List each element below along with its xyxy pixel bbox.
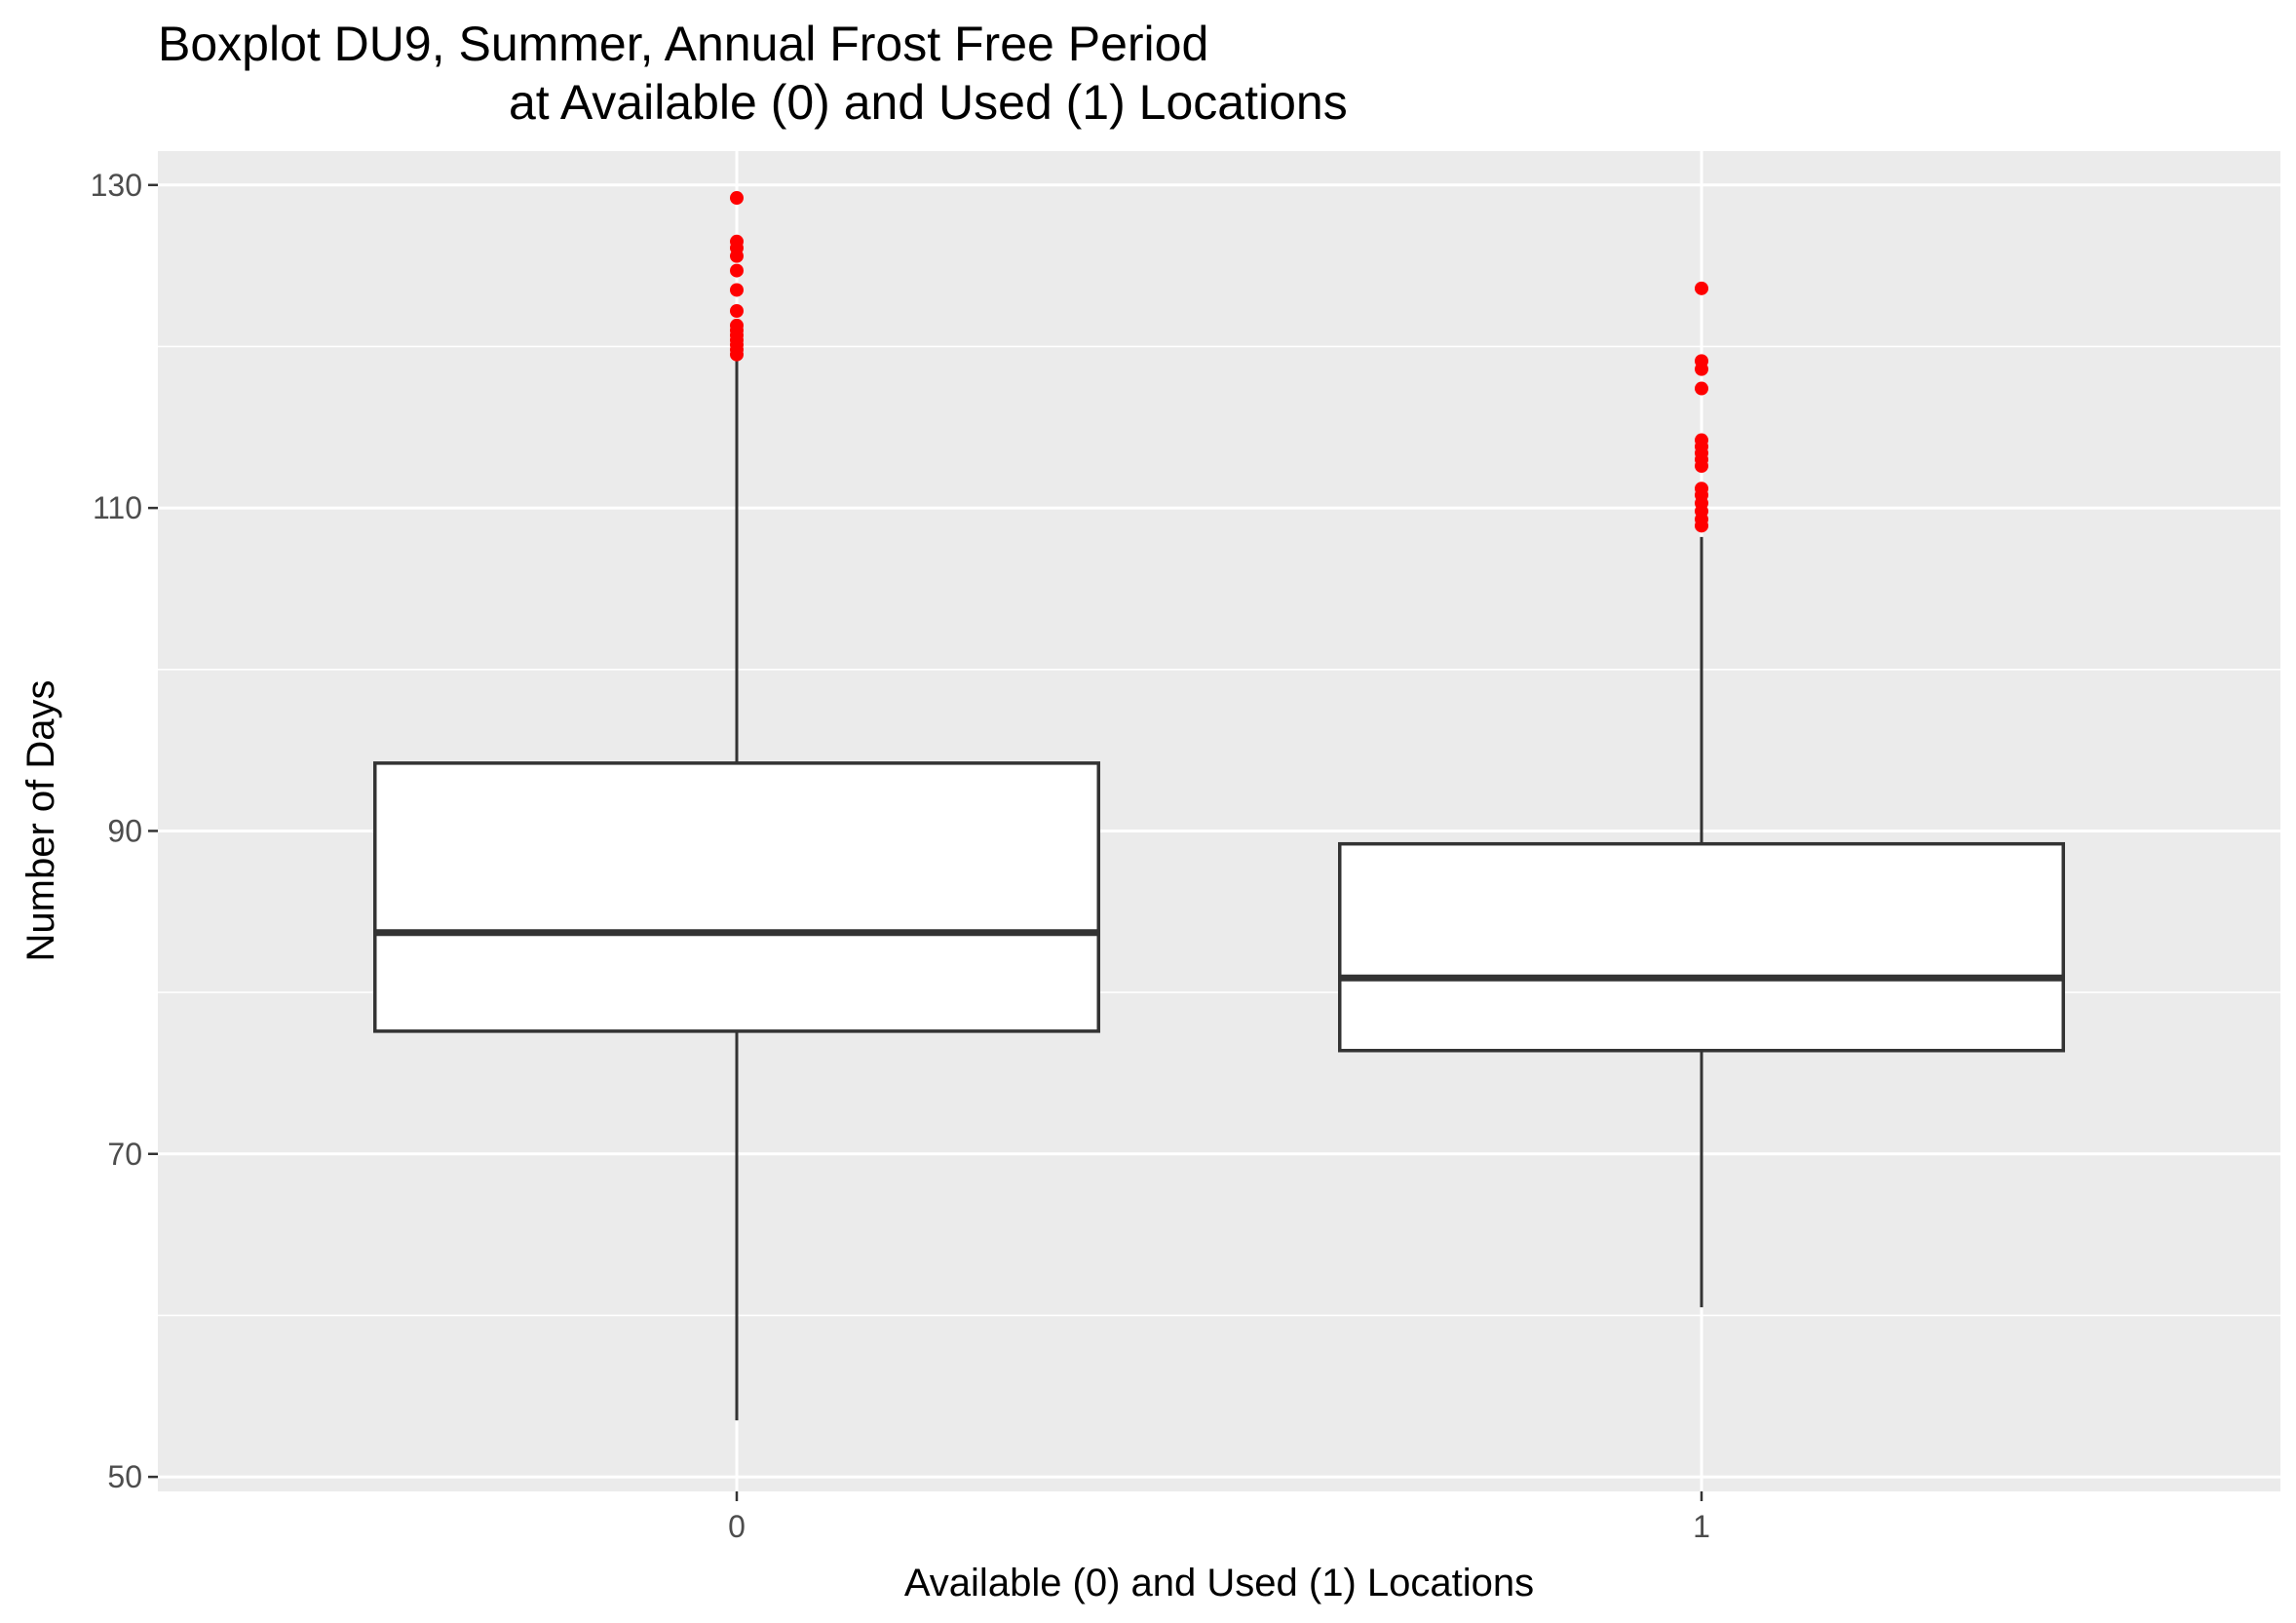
y-tick-label: 90 (107, 813, 142, 848)
outlier-point (1695, 433, 1708, 447)
outlier-point (730, 304, 744, 319)
outlier-point (730, 263, 744, 278)
outlier-point (730, 234, 744, 249)
outlier-point (1695, 381, 1708, 396)
outlier-point (730, 191, 744, 206)
outlier-point (730, 283, 744, 297)
outlier-point (730, 318, 744, 332)
x-tick-label: 1 (1693, 1509, 1710, 1544)
box-group-0 (373, 191, 1100, 1421)
y-tick-label: 50 (107, 1459, 142, 1494)
outlier-point (1695, 482, 1708, 496)
boxes-layer (373, 191, 2065, 1421)
outlier-point (1695, 354, 1708, 368)
chart-title-line1: Boxplot DU9, Summer, Annual Frost Free P… (158, 17, 1208, 71)
y-tick-label: 130 (91, 168, 142, 203)
outlier-point (1695, 281, 1708, 295)
box-iqr (373, 761, 1100, 1033)
y-axis-title: Number of Days (19, 680, 62, 962)
chart-title-line2: at Available (0) and Used (1) Locations (509, 75, 1348, 130)
y-tick-label: 70 (107, 1137, 142, 1172)
box-iqr (1338, 841, 2065, 1053)
box-group-1 (1338, 281, 2065, 1308)
y-tick-label: 110 (93, 490, 142, 525)
y-axis: 50 70 90 110 130 (91, 168, 158, 1494)
x-tick-label: 0 (728, 1509, 746, 1544)
x-axis-title: Available (0) and Used (1) Locations (904, 1562, 1534, 1604)
